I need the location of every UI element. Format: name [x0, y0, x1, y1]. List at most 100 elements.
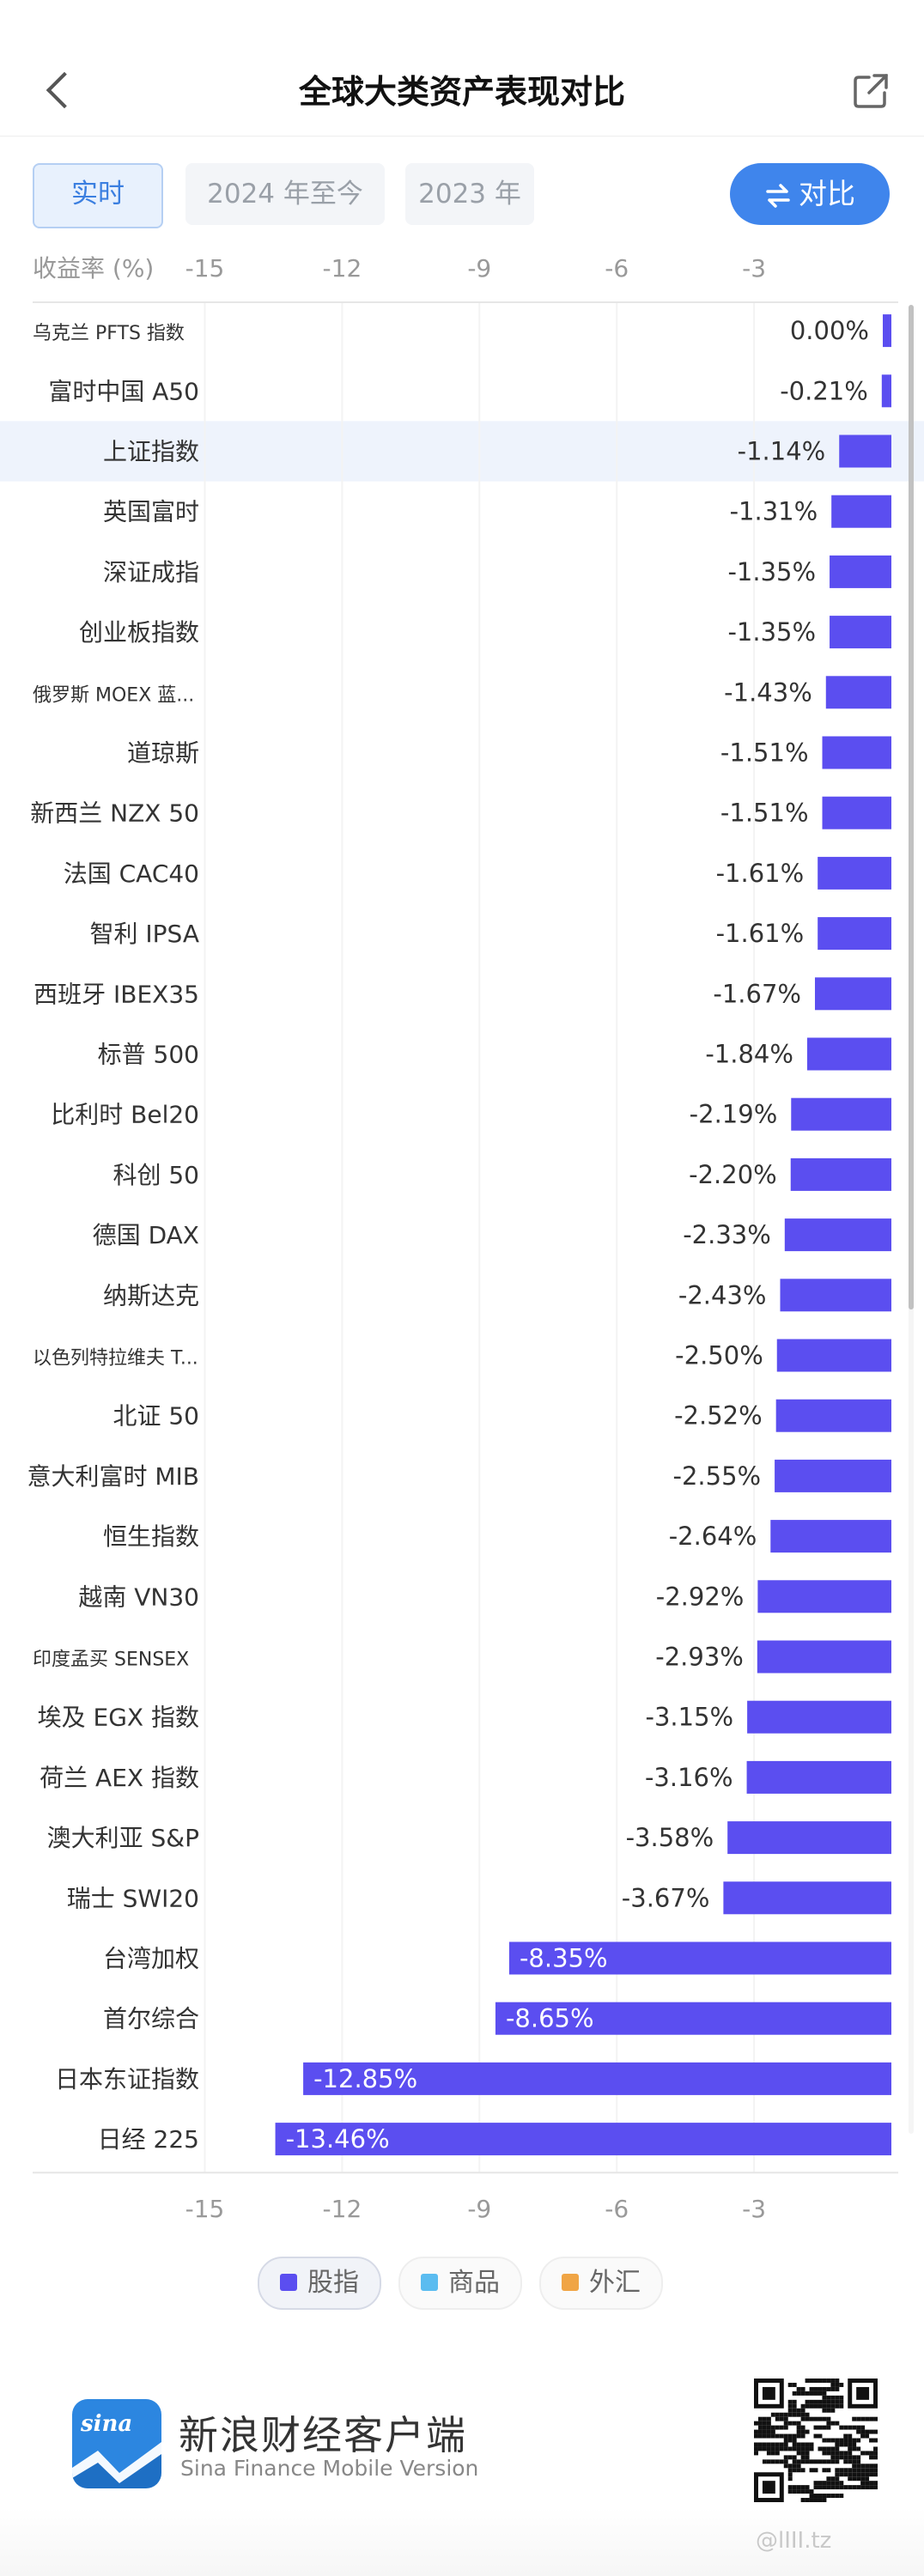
data-label: -2.20% — [689, 1160, 777, 1189]
category-label: 德国 DAX — [93, 1221, 199, 1249]
bar[interactable] — [806, 1037, 891, 1071]
bar[interactable] — [883, 314, 891, 348]
scrollbar-track[interactable] — [909, 305, 914, 2134]
scrollbar-thumb[interactable] — [909, 305, 914, 1309]
category-label: 智利 IPSA — [90, 920, 200, 948]
category-label: 越南 VN30 — [78, 1583, 199, 1611]
legend-item-commodity[interactable]: 商品 — [398, 2257, 522, 2310]
tab-year-2023[interactable]: 2023 年 — [405, 163, 534, 225]
bar[interactable] — [775, 1459, 891, 1492]
legend-item-forex[interactable]: 外汇 — [539, 2257, 663, 2310]
bar[interactable] — [747, 1700, 891, 1734]
data-label: -13.46% — [286, 2124, 390, 2154]
category-label: 恒生指数 — [103, 1522, 199, 1551]
category-label: 瑞士 SWI20 — [67, 1884, 199, 1912]
bar[interactable] — [275, 2123, 891, 2156]
tab-realtime[interactable]: 实时 — [33, 163, 163, 228]
legend-swatch — [421, 2273, 438, 2291]
bar[interactable] — [775, 1399, 891, 1432]
legend-item-stock-index[interactable]: 股指 — [258, 2257, 381, 2310]
tab-ytd-2024[interactable]: 2024 年至今 — [185, 163, 385, 225]
bar[interactable] — [831, 495, 891, 528]
bar[interactable] — [881, 374, 891, 408]
data-label: -3.58% — [626, 1823, 714, 1852]
bar[interactable] — [757, 1640, 891, 1674]
category-label: 新西兰 NZX 50 — [30, 799, 199, 828]
data-label: -2.92% — [656, 1582, 745, 1611]
category-label: 意大利富时 MIB — [27, 1462, 199, 1491]
qr-code-icon — [754, 2379, 878, 2502]
header-bar: 全球大类资产表现对比 — [0, 0, 924, 137]
bar[interactable] — [822, 736, 891, 769]
category-label: 首尔综合 — [103, 2005, 199, 2033]
data-label: -1.31% — [730, 497, 818, 526]
data-label: -2.43% — [678, 1280, 767, 1309]
category-label: 比利时 Bel20 — [51, 1101, 199, 1129]
bar[interactable] — [508, 1941, 891, 1975]
category-label: 科创 50 — [112, 1161, 199, 1189]
logo-wordmark: sina — [81, 2411, 133, 2437]
data-label: -1.14% — [738, 437, 826, 466]
bar[interactable] — [790, 1157, 891, 1191]
bar[interactable] — [791, 1097, 891, 1131]
bar[interactable] — [495, 2002, 891, 2035]
share-icon[interactable] — [852, 72, 890, 110]
logo-chart-icon — [72, 2442, 161, 2488]
sina-finance-logo: sina — [72, 2399, 161, 2488]
bar[interactable] — [776, 1339, 891, 1372]
category-label: 台湾加权 — [103, 1945, 199, 1973]
data-label: -1.35% — [727, 557, 816, 586]
compare-button[interactable]: 对比 — [730, 163, 890, 225]
watermark: @lIII.tz — [756, 2528, 832, 2554]
legend-swatch — [280, 2273, 297, 2291]
data-label: -1.61% — [716, 859, 805, 888]
category-label: 西班牙 IBEX35 — [33, 980, 199, 1008]
data-label: -1.35% — [727, 617, 816, 647]
bar[interactable] — [825, 676, 891, 709]
highlight-row[interactable] — [0, 421, 924, 482]
category-label: 埃及 EGX 指数 — [38, 1704, 199, 1732]
category-label: 法国 CAC40 — [64, 860, 199, 888]
category-label: 英国富时 — [103, 498, 199, 526]
legend-swatch — [562, 2273, 579, 2291]
data-label: -2.52% — [674, 1401, 763, 1431]
data-label: -1.61% — [716, 919, 805, 948]
data-label: -8.35% — [520, 1944, 608, 1973]
bar[interactable] — [814, 977, 891, 1011]
compare-button-label: 对比 — [799, 177, 855, 210]
category-label: 深证成指 — [103, 558, 199, 586]
category-label: 俄罗斯 MOEX 蓝... — [33, 684, 194, 706]
category-label: 乌克兰 PFTS 指数 — [33, 323, 185, 344]
category-label: 标普 500 — [98, 1041, 199, 1069]
tick-label-bottom: -9 — [467, 2195, 491, 2223]
category-label: 荷兰 AEX 指数 — [40, 1764, 199, 1792]
category-label: 澳大利亚 S&P — [47, 1824, 199, 1852]
category-label: 北证 50 — [112, 1402, 199, 1431]
bar[interactable] — [784, 1218, 891, 1252]
tick-label-bottom: -12 — [323, 2195, 362, 2223]
category-label: 日本东证指数 — [55, 2065, 199, 2093]
bar[interactable] — [303, 2062, 892, 2095]
bar[interactable] — [830, 616, 891, 649]
bar-chart: 收益率 (%) -15 -15 -12 -12 -9 -9 -6 -6 -3 -3 乌克兰 PFTS … — [0, 254, 924, 2223]
data-label: -2.64% — [669, 1522, 757, 1551]
data-label: -2.19% — [690, 1100, 778, 1129]
bar[interactable] — [830, 555, 891, 588]
bar[interactable] — [818, 917, 891, 951]
data-label: -2.55% — [672, 1461, 761, 1491]
bar[interactable] — [727, 1821, 891, 1855]
bar[interactable] — [770, 1520, 891, 1553]
bar[interactable] — [822, 796, 891, 829]
bar[interactable] — [780, 1279, 891, 1312]
bar[interactable] — [746, 1760, 891, 1794]
bar[interactable] — [757, 1580, 891, 1613]
axis-ylabel: 收益率 (%) — [33, 254, 154, 283]
footer-background — [0, 2507, 924, 2576]
data-label: 0.00% — [790, 316, 869, 345]
bar[interactable] — [723, 1881, 891, 1915]
bar[interactable] — [839, 434, 891, 468]
bar[interactable] — [818, 856, 891, 890]
data-label: -2.33% — [683, 1220, 771, 1249]
category-label: 道琼斯 — [127, 739, 199, 768]
tick-label-top: -9 — [467, 254, 491, 283]
